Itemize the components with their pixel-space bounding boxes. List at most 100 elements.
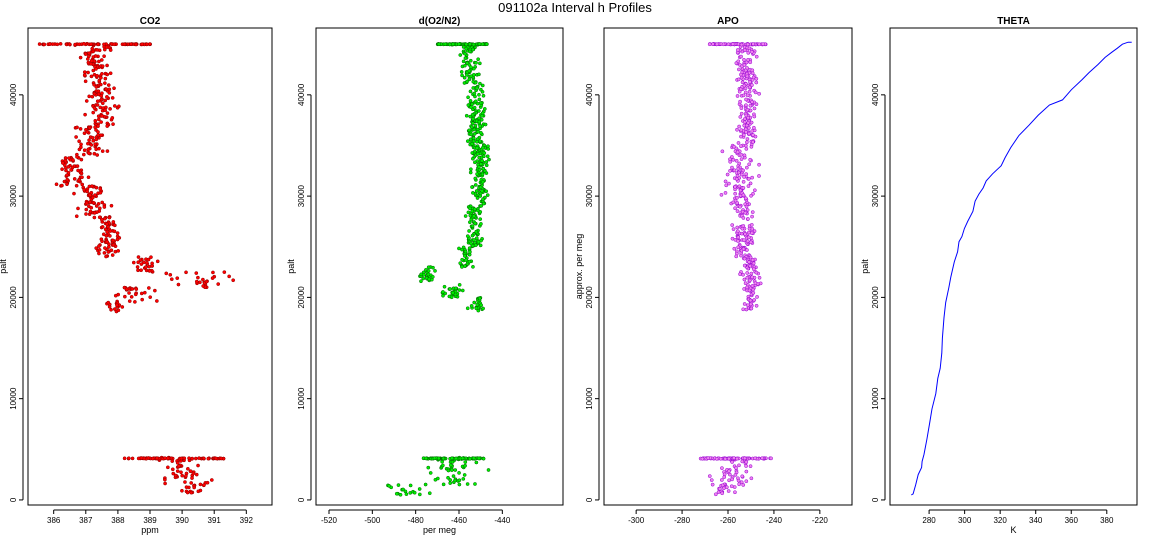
data-point: [412, 490, 417, 495]
data-point: [733, 184, 737, 189]
x-tick-label: 387: [79, 516, 93, 525]
data-point: [747, 46, 752, 51]
data-point: [92, 215, 97, 220]
data-point: [741, 483, 746, 487]
data-point: [477, 456, 481, 461]
data-point: [750, 175, 754, 180]
data-point: [746, 303, 750, 308]
data-point: [473, 183, 478, 187]
data-point: [744, 143, 748, 148]
data-point: [189, 490, 194, 495]
data-point: [201, 456, 206, 461]
data-point: [736, 478, 741, 483]
data-point: [426, 269, 431, 273]
data-point: [737, 89, 742, 94]
data-point: [477, 92, 481, 97]
data-point: [136, 268, 140, 273]
data-point: [741, 186, 746, 190]
data-point: [77, 147, 82, 152]
data-point: [231, 278, 236, 283]
data-point: [100, 225, 105, 229]
data-point: [111, 243, 116, 247]
data-point: [727, 456, 731, 461]
data-point: [185, 490, 190, 495]
data-point: [424, 456, 428, 461]
data-point: [754, 54, 759, 59]
y-axis-label: palt: [860, 259, 870, 274]
data-point: [482, 151, 487, 155]
data-point: [468, 99, 473, 103]
data-point: [467, 259, 472, 264]
data-point: [754, 80, 759, 85]
data-point: [745, 93, 750, 98]
data-point: [469, 132, 474, 137]
data-point: [473, 482, 477, 486]
data-point: [64, 168, 68, 173]
data-point: [478, 124, 482, 128]
data-point: [150, 456, 155, 461]
data-point: [472, 300, 477, 305]
data-point: [194, 472, 199, 477]
data-point: [739, 157, 744, 161]
data-point: [87, 200, 92, 204]
data-point: [99, 120, 103, 124]
data-point: [468, 213, 473, 218]
data-point: [85, 189, 90, 194]
x-tick-label: -460: [451, 516, 468, 525]
data-point: [470, 151, 475, 155]
data-point: [108, 48, 113, 52]
data-point: [94, 85, 99, 89]
data-point: [451, 474, 456, 478]
data-point: [84, 201, 89, 205]
data-point: [747, 230, 751, 235]
x-tick-label: 390: [175, 516, 189, 525]
data-point: [747, 278, 752, 283]
data-point: [753, 456, 757, 461]
data-point: [478, 162, 483, 166]
data-point: [752, 106, 757, 111]
data-point: [108, 71, 113, 76]
data-point: [743, 281, 748, 286]
data-point: [476, 240, 481, 244]
x-tick-label: -240: [766, 516, 783, 525]
data-point: [102, 251, 107, 255]
data-point: [96, 130, 100, 134]
data-point: [470, 141, 475, 146]
data-point: [110, 96, 115, 100]
data-point: [209, 478, 214, 482]
data-point: [184, 473, 188, 478]
data-point: [718, 456, 723, 461]
data-point: [74, 183, 79, 188]
data-point: [90, 135, 95, 140]
data-point: [469, 241, 473, 246]
data-point: [723, 179, 728, 184]
data-point: [135, 265, 140, 269]
data-point: [67, 42, 72, 47]
data-point: [190, 456, 195, 461]
x-axis-label: per meg: [423, 525, 456, 535]
data-point: [467, 69, 472, 73]
data-point: [127, 291, 131, 295]
data-point: [60, 183, 64, 188]
data-point: [105, 229, 109, 234]
data-point: [726, 42, 731, 47]
data-point: [753, 90, 758, 95]
data-point: [129, 42, 133, 47]
data-point: [443, 42, 448, 47]
data-point: [472, 238, 476, 242]
data-point: [749, 144, 754, 149]
data-point: [732, 456, 736, 460]
data-point: [192, 485, 197, 490]
data-point: [737, 463, 741, 468]
data-point: [481, 201, 486, 206]
data-point: [73, 42, 77, 47]
data-point: [91, 68, 96, 73]
data-point: [746, 217, 750, 221]
data-point: [732, 485, 737, 489]
data-point: [169, 277, 174, 282]
data-point: [707, 42, 712, 47]
data-point: [97, 78, 102, 83]
data-point: [183, 480, 187, 484]
data-point: [742, 456, 747, 461]
data-point: [91, 200, 96, 205]
